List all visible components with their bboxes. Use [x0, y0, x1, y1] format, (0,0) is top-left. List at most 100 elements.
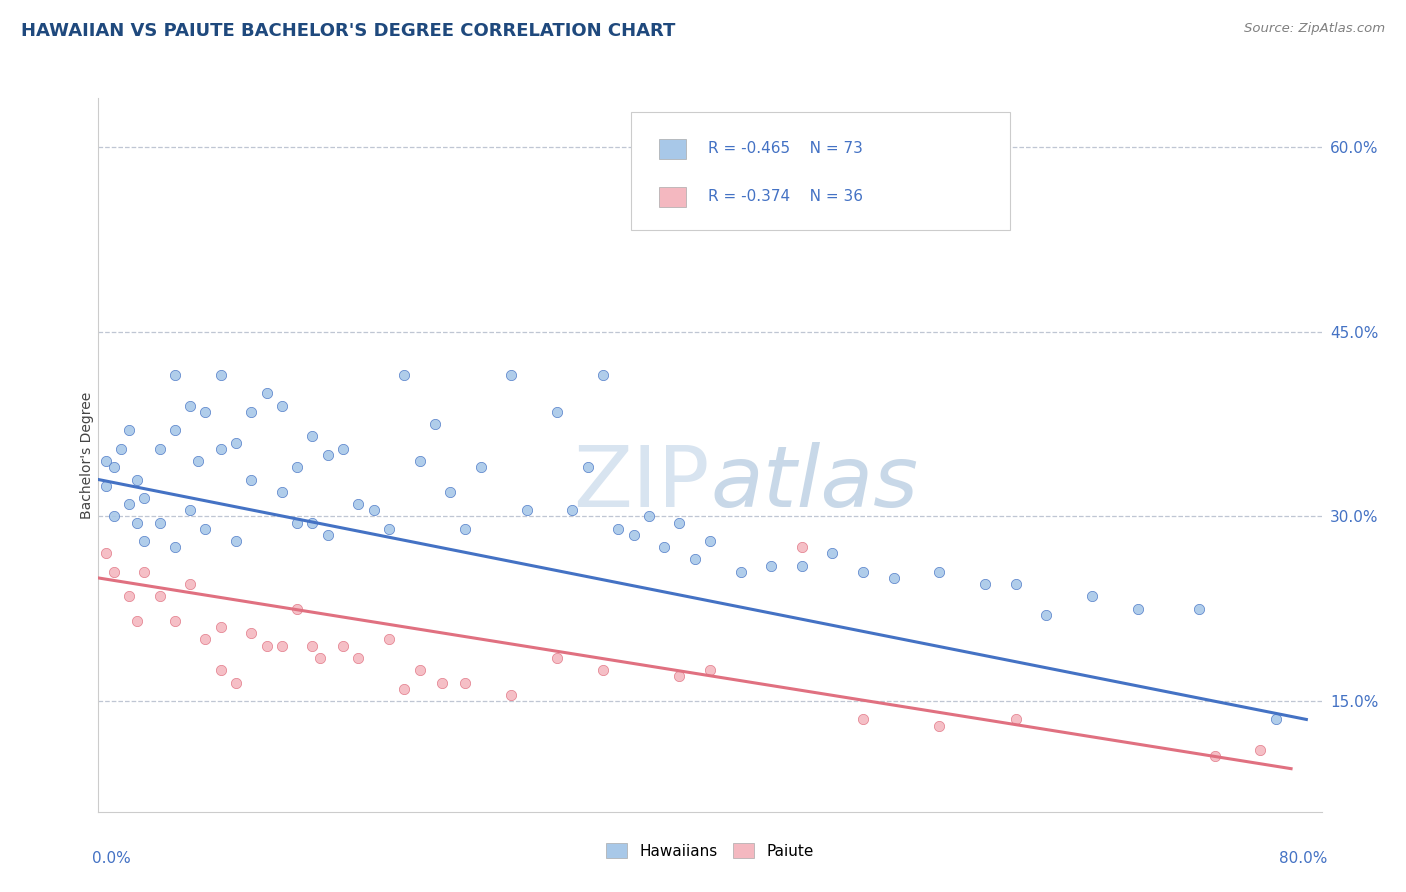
- Point: [392, 368, 416, 382]
- Point: [225, 435, 247, 450]
- Point: [240, 405, 263, 419]
- Text: 0.0%: 0.0%: [93, 851, 131, 866]
- Point: [730, 565, 752, 579]
- Point: [408, 663, 430, 677]
- Point: [1264, 713, 1286, 727]
- Point: [432, 675, 454, 690]
- Point: [928, 565, 950, 579]
- Point: [209, 368, 232, 382]
- Point: [256, 386, 278, 401]
- Point: [332, 639, 354, 653]
- Point: [103, 509, 125, 524]
- Point: [118, 497, 141, 511]
- Point: [454, 522, 477, 536]
- Point: [118, 590, 141, 604]
- Point: [852, 713, 875, 727]
- Point: [179, 399, 201, 413]
- Point: [285, 460, 308, 475]
- Point: [301, 639, 323, 653]
- Point: [149, 442, 172, 456]
- Point: [94, 454, 117, 468]
- Point: [301, 429, 323, 443]
- Text: Source: ZipAtlas.com: Source: ZipAtlas.com: [1244, 22, 1385, 36]
- Point: [316, 448, 339, 462]
- Point: [149, 590, 172, 604]
- Point: [576, 460, 599, 475]
- Point: [209, 663, 232, 677]
- Point: [607, 522, 630, 536]
- Point: [270, 484, 292, 499]
- Point: [501, 688, 523, 702]
- Point: [974, 577, 997, 591]
- Point: [125, 614, 148, 628]
- Point: [134, 491, 156, 505]
- Point: [194, 632, 217, 647]
- Point: [1204, 749, 1226, 764]
- Point: [928, 718, 950, 732]
- Text: atlas: atlas: [710, 442, 918, 525]
- Text: R = -0.374    N = 36: R = -0.374 N = 36: [709, 189, 863, 204]
- Point: [501, 368, 523, 382]
- Text: R = -0.465    N = 73: R = -0.465 N = 73: [709, 141, 863, 156]
- Point: [187, 454, 209, 468]
- Point: [378, 632, 401, 647]
- FancyBboxPatch shape: [630, 112, 1010, 230]
- Point: [408, 454, 430, 468]
- Point: [790, 540, 813, 554]
- Point: [592, 663, 614, 677]
- Point: [392, 681, 416, 696]
- Point: [285, 516, 308, 530]
- Point: [1128, 601, 1150, 615]
- Point: [759, 558, 782, 573]
- Point: [821, 546, 844, 560]
- Point: [110, 442, 132, 456]
- Point: [134, 565, 156, 579]
- FancyBboxPatch shape: [658, 139, 686, 159]
- Y-axis label: Bachelor's Degree: Bachelor's Degree: [80, 392, 94, 518]
- Point: [316, 528, 339, 542]
- Point: [285, 601, 308, 615]
- Point: [125, 516, 148, 530]
- Point: [637, 509, 661, 524]
- Point: [163, 614, 186, 628]
- Point: [125, 473, 148, 487]
- Point: [883, 571, 905, 585]
- Point: [118, 423, 141, 437]
- Text: 80.0%: 80.0%: [1279, 851, 1327, 866]
- Point: [163, 368, 186, 382]
- Point: [179, 577, 201, 591]
- Point: [668, 669, 690, 683]
- Point: [270, 639, 292, 653]
- Point: [225, 675, 247, 690]
- Point: [516, 503, 538, 517]
- Point: [546, 651, 568, 665]
- Point: [194, 405, 217, 419]
- FancyBboxPatch shape: [658, 186, 686, 207]
- Point: [699, 663, 721, 677]
- Point: [240, 626, 263, 640]
- Point: [423, 417, 446, 432]
- Point: [332, 442, 354, 456]
- Point: [163, 423, 186, 437]
- Point: [592, 368, 614, 382]
- Point: [163, 540, 186, 554]
- Point: [94, 478, 117, 492]
- Point: [347, 651, 370, 665]
- Point: [561, 503, 583, 517]
- Point: [256, 639, 278, 653]
- Point: [209, 442, 232, 456]
- Text: ZIP: ZIP: [574, 442, 710, 525]
- Point: [652, 540, 675, 554]
- Point: [439, 484, 461, 499]
- Point: [852, 565, 875, 579]
- Point: [225, 534, 247, 549]
- Point: [668, 516, 690, 530]
- Point: [1249, 743, 1271, 757]
- Point: [378, 522, 401, 536]
- Point: [103, 460, 125, 475]
- Point: [103, 565, 125, 579]
- Point: [149, 516, 172, 530]
- Point: [301, 516, 323, 530]
- Point: [683, 552, 706, 566]
- Point: [699, 534, 721, 549]
